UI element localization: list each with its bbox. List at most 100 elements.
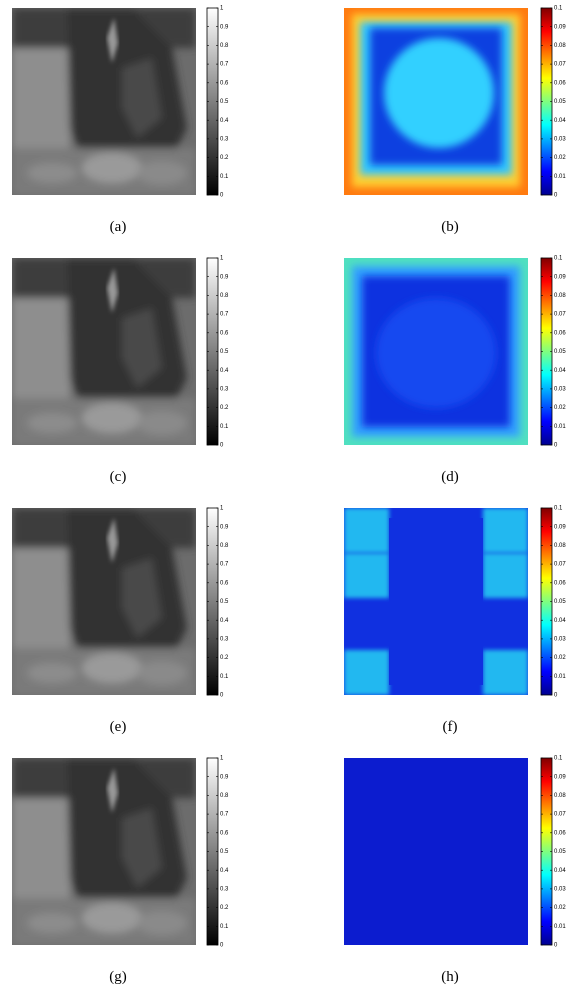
tick-label: 0.7 xyxy=(220,812,229,818)
tick-label: 0.06 xyxy=(554,830,566,836)
tick-label: 0.1 xyxy=(220,924,229,930)
image-content xyxy=(344,758,528,945)
image xyxy=(12,8,196,195)
tick-label: 0.03 xyxy=(554,136,566,142)
tick-label: 1 xyxy=(220,256,224,262)
tick-label: 0 xyxy=(554,943,558,949)
tick-label: 0.2 xyxy=(220,405,229,411)
tick-label: 0.1 xyxy=(554,6,563,12)
tick-label: 0.09 xyxy=(554,24,566,30)
caption: (g) xyxy=(109,969,127,985)
tick-label: 1 xyxy=(220,6,224,12)
tick-label: 0.6 xyxy=(220,330,229,336)
image-content xyxy=(12,508,196,695)
tick-label: 0.4 xyxy=(220,868,229,874)
tick-label: 0.09 xyxy=(554,274,566,280)
tick-label: 0.8 xyxy=(220,293,229,299)
tick-label: 0.8 xyxy=(220,43,229,49)
tick-label: 0.6 xyxy=(220,830,229,836)
tick-label: 0.08 xyxy=(554,793,566,799)
tick-label: 0.06 xyxy=(554,330,566,336)
tick-label: 0 xyxy=(554,193,558,199)
tick-label: 0.05 xyxy=(554,349,566,355)
tick-label: 0.4 xyxy=(220,118,229,124)
caption: (d) xyxy=(441,469,459,485)
tick-label: 0.6 xyxy=(220,580,229,586)
tick-label: 0 xyxy=(220,193,224,199)
heat-block xyxy=(483,553,528,598)
tick-label: 0.5 xyxy=(220,599,229,605)
heat-block xyxy=(344,508,389,553)
tick-label: 0.9 xyxy=(220,274,229,280)
heat-center xyxy=(384,38,494,148)
tick-label: 0.06 xyxy=(554,580,566,586)
tick-label: 0.05 xyxy=(554,99,566,105)
tick-label: 0.1 xyxy=(220,424,229,430)
tick-label: 0.7 xyxy=(220,62,229,68)
image-content xyxy=(344,258,528,445)
tick-label: 0.03 xyxy=(554,386,566,392)
image-content xyxy=(12,8,196,195)
image xyxy=(12,258,196,445)
tick-label: 0.1 xyxy=(554,506,563,512)
tick-label: 0.4 xyxy=(220,618,229,624)
heat-block xyxy=(344,650,389,695)
tick-label: 0.01 xyxy=(554,174,566,180)
tick-label: 0.5 xyxy=(220,99,229,105)
tick-label: 0.08 xyxy=(554,543,566,549)
image-content xyxy=(344,508,528,695)
tick-label: 0.8 xyxy=(220,793,229,799)
tick-label: 0.9 xyxy=(220,774,229,780)
tick-label: 0.1 xyxy=(554,756,563,762)
tick-label: 0.04 xyxy=(554,618,566,624)
tick-label: 0.1 xyxy=(220,174,229,180)
heat-block xyxy=(344,553,389,598)
tick-label: 0.02 xyxy=(554,155,566,161)
tick-label: 0.02 xyxy=(554,655,566,661)
tick-label: 0.02 xyxy=(554,405,566,411)
tick-label: 0.3 xyxy=(220,636,229,642)
image xyxy=(344,508,528,695)
heat-block xyxy=(483,650,528,695)
image-content xyxy=(12,758,196,945)
tick-label: 0.01 xyxy=(554,924,566,930)
caption: (c) xyxy=(110,469,127,485)
tick-label: 0.1 xyxy=(554,256,563,262)
tick-label: 0.2 xyxy=(220,905,229,911)
caption: (h) xyxy=(441,969,459,985)
tick-label: 0.03 xyxy=(554,636,566,642)
tick-label: 0.01 xyxy=(554,424,566,430)
tick-label: 0.9 xyxy=(220,24,229,30)
tick-label: 0.08 xyxy=(554,293,566,299)
tick-label: 0.07 xyxy=(554,312,566,318)
tick-label: 0.7 xyxy=(220,312,229,318)
tick-label: 0.04 xyxy=(554,868,566,874)
tick-label: 0 xyxy=(554,443,558,449)
caption: (e) xyxy=(110,719,127,735)
tick-label: 0.5 xyxy=(220,349,229,355)
image xyxy=(344,8,528,195)
tick-label: 0.05 xyxy=(554,599,566,605)
tick-label: 1 xyxy=(220,756,224,762)
tick-label: 0 xyxy=(220,943,224,949)
tick-label: 0.09 xyxy=(554,524,566,530)
heat-block xyxy=(483,508,528,553)
tick-label: 0.1 xyxy=(220,674,229,680)
tick-label: 0 xyxy=(220,443,224,449)
heat-center xyxy=(389,518,483,685)
heat-center xyxy=(376,298,496,408)
tick-label: 0.8 xyxy=(220,543,229,549)
image-content xyxy=(344,8,528,195)
tick-label: 0.07 xyxy=(554,62,566,68)
tick-label: 0.06 xyxy=(554,80,566,86)
tick-label: 0.04 xyxy=(554,368,566,374)
tick-label: 0.07 xyxy=(554,562,566,568)
tick-label: 0.09 xyxy=(554,774,566,780)
caption: (a) xyxy=(110,219,127,235)
tick-label: 0.08 xyxy=(554,43,566,49)
tick-label: 0.3 xyxy=(220,136,229,142)
tick-label: 0.02 xyxy=(554,905,566,911)
tick-label: 0 xyxy=(220,693,224,699)
tick-label: 1 xyxy=(220,506,224,512)
